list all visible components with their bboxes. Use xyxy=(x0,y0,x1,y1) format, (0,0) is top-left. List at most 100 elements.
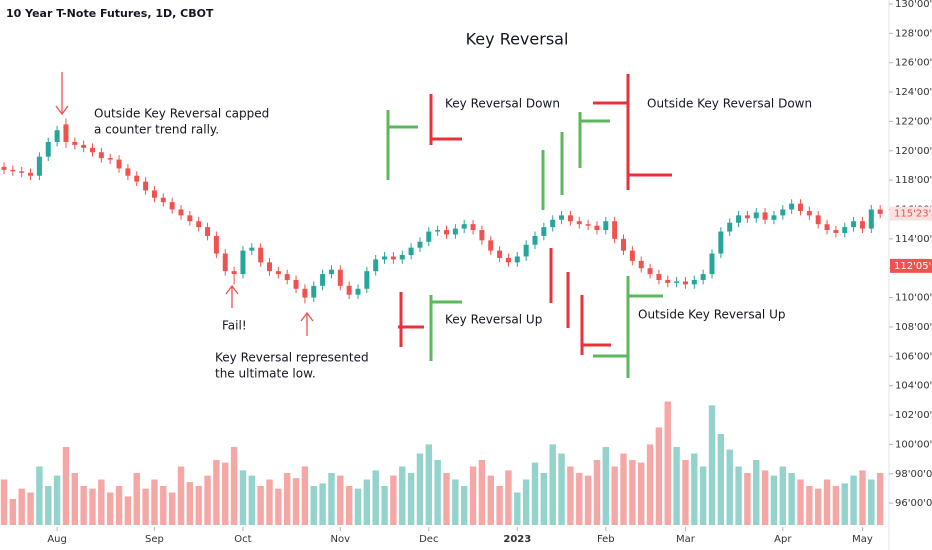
candle-body xyxy=(567,215,573,222)
arrow xyxy=(225,284,239,308)
volume-bar xyxy=(735,466,742,525)
volume-bar xyxy=(691,453,698,525)
volume-bar xyxy=(71,473,78,525)
candle-body xyxy=(320,274,326,286)
candle-body xyxy=(284,274,290,280)
y-tick-label: 126'00'0 xyxy=(895,58,932,69)
y-tick-label: 118'00'0 xyxy=(895,175,932,186)
volume-bar xyxy=(337,475,344,525)
volume-bar xyxy=(354,488,362,525)
candle-body xyxy=(72,141,78,145)
candle-body xyxy=(143,181,149,191)
volume-bar xyxy=(611,466,618,525)
volume-bar xyxy=(177,466,185,525)
candle-body xyxy=(505,257,511,263)
annotation: the ultimate low. xyxy=(215,367,316,381)
candle-body xyxy=(160,197,166,203)
volume-bar xyxy=(27,492,34,525)
candle-body xyxy=(718,231,724,254)
volume-bar xyxy=(53,475,61,525)
volume-bar xyxy=(620,453,627,525)
volume-bar xyxy=(328,473,335,525)
candle-body xyxy=(806,210,812,216)
volume-bar xyxy=(496,486,503,525)
volume-bar xyxy=(452,479,459,525)
volume-bar xyxy=(859,470,866,525)
annotation: a counter trend rally. xyxy=(94,123,219,137)
candle-body xyxy=(399,255,405,260)
candle-body xyxy=(205,227,211,236)
candle-body xyxy=(682,281,688,285)
candle-body xyxy=(647,268,653,275)
candle-body xyxy=(222,253,228,272)
candle-body xyxy=(275,271,281,275)
y-tick-label: 106'00'0 xyxy=(895,351,932,362)
candle-body xyxy=(842,227,848,233)
candle-body xyxy=(576,221,582,225)
volume-bar xyxy=(107,492,114,525)
x-tick-label: Oct xyxy=(234,534,251,545)
volume-bar xyxy=(292,478,300,525)
volume-bar xyxy=(576,473,583,525)
chart-header: 10 Year T-Note Futures, 1D, CBOT xyxy=(6,7,214,20)
candle-body xyxy=(461,224,467,229)
volume-bar xyxy=(434,460,441,525)
candle-body xyxy=(196,221,202,228)
candle-body xyxy=(435,230,441,232)
volume-bar xyxy=(89,488,96,525)
volume-bar xyxy=(62,447,70,525)
x-tick-label: Sep xyxy=(145,534,164,545)
volume-bar xyxy=(876,473,884,525)
volume-bar xyxy=(832,486,840,525)
volume-bar xyxy=(469,466,477,525)
candle-body xyxy=(523,244,529,257)
volume-bar xyxy=(363,479,371,525)
candle-body xyxy=(638,260,644,269)
volume-bar xyxy=(540,473,548,525)
volume-bar xyxy=(407,473,415,525)
volume-bar xyxy=(823,479,831,525)
volume-bar xyxy=(806,486,813,525)
candle-body xyxy=(859,221,865,229)
volume-bar xyxy=(531,462,539,525)
volume-bar xyxy=(142,488,149,525)
volume-bar xyxy=(673,447,680,525)
volume-bar xyxy=(770,475,778,525)
volume-bar xyxy=(160,486,167,525)
volume-bar xyxy=(717,434,725,525)
volume-bar xyxy=(629,460,636,525)
volume-bar xyxy=(664,401,671,525)
candle-body xyxy=(390,256,396,260)
volume-bar xyxy=(761,470,769,525)
volume-bar xyxy=(788,473,795,525)
volume-bar xyxy=(522,479,530,525)
volume-bar xyxy=(284,473,291,525)
volume-bar xyxy=(381,486,388,525)
candle-body xyxy=(125,168,131,176)
candle-body xyxy=(780,209,786,216)
y-tick-label: 128'00'0 xyxy=(895,28,932,39)
x-tick-label: Feb xyxy=(597,534,615,545)
volume-bar xyxy=(779,466,786,525)
candle-body xyxy=(258,247,264,263)
candle-body xyxy=(744,215,750,219)
annotations: Outside Key Reversal capped a counter tr… xyxy=(94,97,812,381)
volume-bar xyxy=(168,492,176,525)
arrow xyxy=(55,72,69,116)
arrow xyxy=(300,311,314,336)
candle-body xyxy=(727,222,733,232)
candle-body xyxy=(107,158,113,160)
schematic-down-bar xyxy=(429,94,462,145)
volume-bar xyxy=(248,475,255,525)
volume-bar xyxy=(151,479,158,525)
volume-bar xyxy=(638,462,645,525)
x-tick-label: Nov xyxy=(331,534,351,545)
candle-body xyxy=(355,288,361,295)
schematic-up-bar xyxy=(386,110,418,180)
annotation: Key Reversal Down xyxy=(445,97,560,111)
volume-bar xyxy=(18,488,25,525)
y-tick-label: 130'00'0 xyxy=(895,0,932,10)
volume-bar xyxy=(372,470,379,525)
volume-bar xyxy=(602,447,609,525)
x-tick-label: Mar xyxy=(676,534,696,545)
